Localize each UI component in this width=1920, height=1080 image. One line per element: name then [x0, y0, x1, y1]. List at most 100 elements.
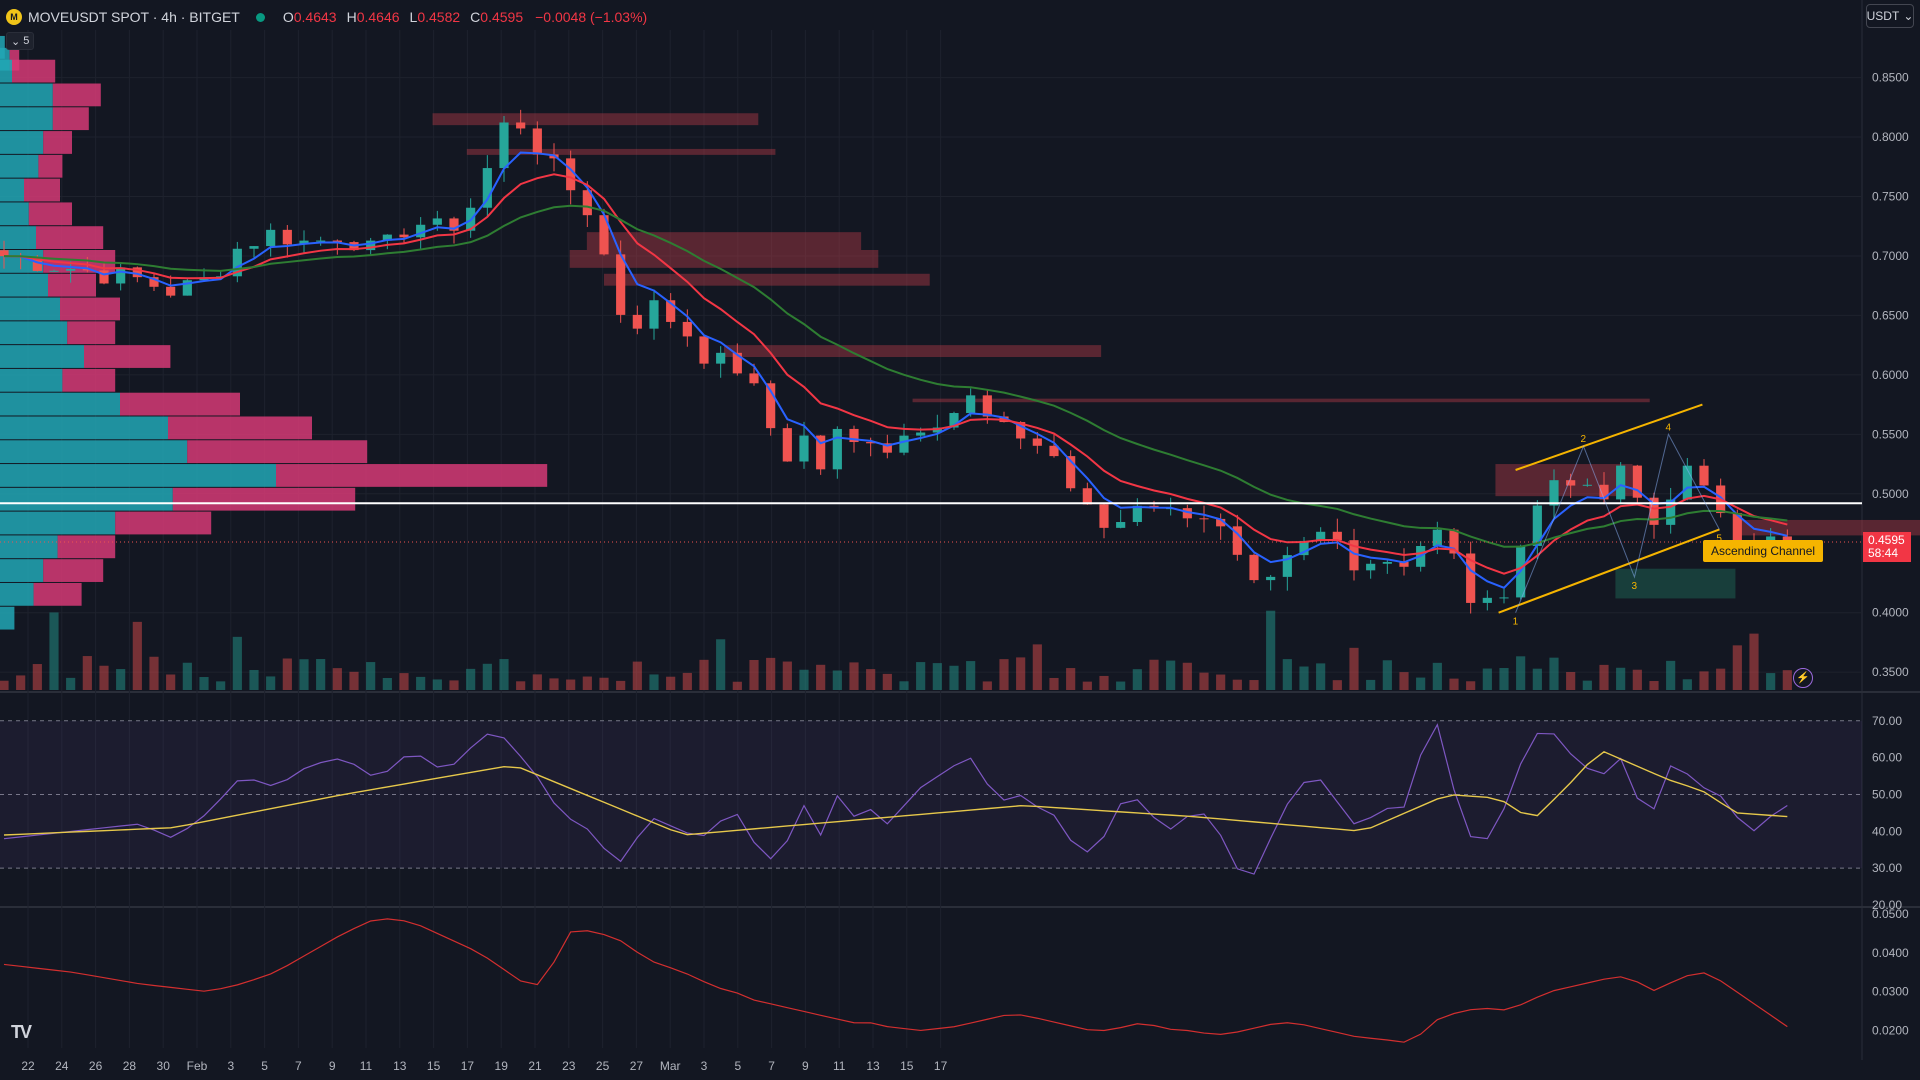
volume-bar [316, 659, 326, 690]
volume-bar [66, 677, 76, 690]
candle-body [382, 234, 392, 241]
candle [1082, 482, 1092, 505]
vp-down-bar [115, 511, 212, 535]
channel-upper-line [1515, 403, 1703, 471]
volume-bar [1699, 671, 1709, 690]
candle-body [1699, 465, 1709, 486]
candle-body [882, 443, 892, 453]
candle-body [616, 254, 626, 315]
candle [1699, 459, 1709, 488]
volume-bar [332, 668, 342, 690]
candlesticks[interactable] [0, 109, 1792, 614]
currency-label: USDT [1866, 9, 1900, 23]
wave-label: 1 [1513, 617, 1519, 628]
candle-body [1366, 563, 1376, 571]
volume-bar [666, 676, 676, 690]
candle [1166, 497, 1176, 516]
candle-body [782, 428, 792, 462]
vp-up-bar [0, 131, 44, 154]
vp-down-bar [168, 416, 312, 440]
wave-path [1515, 432, 1720, 613]
rsi-band [0, 720, 1862, 869]
candle-body [266, 229, 276, 247]
candle-body [949, 413, 959, 428]
candle [1332, 518, 1342, 550]
candle-body [532, 128, 542, 155]
candle [1449, 527, 1459, 560]
drawing-overlays[interactable]: 1 2 3 4 5 [0, 403, 1862, 628]
vp-down-bar [48, 273, 96, 297]
candle-body [1399, 561, 1409, 567]
volume-bar [1532, 668, 1542, 690]
volume-bar [416, 676, 426, 690]
price-axis[interactable]: 0.8500 0.8000 0.7500 0.7000 0.6500 0.6000 0.55… [1872, 71, 1909, 1038]
candle-body [1316, 531, 1326, 541]
volume-bar [432, 679, 442, 690]
vp-down-bar [38, 154, 63, 178]
candle-body [1649, 497, 1659, 525]
move-coin-icon[interactable]: M [6, 9, 22, 25]
time-tick-label: 9 [802, 1059, 809, 1073]
chevron-down-icon: ⌄ [11, 35, 21, 48]
vp-down-bar [52, 83, 101, 107]
candle [716, 346, 726, 378]
price-tick-label: 0.8000 [1872, 130, 1909, 144]
time-tick-label: 28 [123, 1059, 137, 1073]
tradingview-logo-icon[interactable]: TV [11, 1022, 32, 1042]
time-axis[interactable]: 22 24 26 28 30 Feb 3 5 7 9 11 13 15 17 19 21 23 25 27 Mar 3 5… [21, 1059, 947, 1073]
volume-bar [1366, 679, 1376, 690]
vp-up-bar [0, 178, 24, 202]
candle-body [1299, 540, 1309, 556]
candle-body [132, 267, 142, 278]
volume-bar [1566, 672, 1576, 690]
candle-body [1782, 536, 1792, 542]
wave-label: 5 [1716, 533, 1722, 544]
time-tick-label: 5 [261, 1059, 268, 1073]
candle [1066, 450, 1076, 492]
candle [299, 230, 309, 254]
candle [1349, 528, 1359, 581]
candle-body [599, 215, 609, 255]
volume-bar [1116, 681, 1126, 690]
candle-body [1632, 465, 1642, 498]
zone-box [569, 250, 879, 268]
currency-button[interactable]: USDT ⌄ [1866, 4, 1914, 28]
price-tick-label: 0.0200 [1872, 1024, 1909, 1038]
wave-label: 2 [1581, 434, 1587, 445]
volume-bar [1332, 680, 1342, 690]
volume-bar [249, 669, 259, 690]
candle-body [1466, 553, 1476, 603]
volume-bar [1432, 662, 1442, 690]
candle-body [1382, 561, 1392, 564]
candle [1282, 546, 1292, 591]
candle [982, 389, 992, 424]
volume-bar [999, 659, 1009, 690]
vp-up-bar [0, 297, 60, 321]
price-tick-label: 0.5000 [1872, 487, 1909, 501]
candle-body [416, 224, 426, 238]
volume-bar [366, 662, 376, 690]
moving-averages [3, 151, 1788, 589]
candle-body [899, 435, 909, 453]
channel-lower-line [1498, 528, 1720, 614]
volume-profile-toggle[interactable]: ⌄ 5 [6, 32, 35, 50]
volume-bar [682, 672, 692, 690]
vp-down-bar [12, 59, 56, 83]
candle-body [582, 190, 592, 216]
ascending-channel-label[interactable]: Ascending Channel [1703, 540, 1823, 562]
candle [699, 335, 709, 369]
candle-body [432, 218, 442, 225]
candle-body [732, 352, 742, 374]
vp-down-bar [276, 464, 548, 487]
price-tick-label: 0.0500 [1872, 907, 1909, 921]
symbol-title[interactable]: MOVEUSDT SPOT · 4h · BITGET [28, 9, 240, 25]
volume-bar [866, 669, 876, 690]
volume-bar [1682, 679, 1692, 690]
time-tick-label: 19 [495, 1059, 509, 1073]
zone-box [432, 113, 759, 126]
volume-bar [82, 656, 92, 690]
lightning-icon[interactable]: ⚡ [1793, 668, 1813, 688]
candle-body [849, 428, 859, 443]
vp-down-bar [52, 107, 89, 131]
